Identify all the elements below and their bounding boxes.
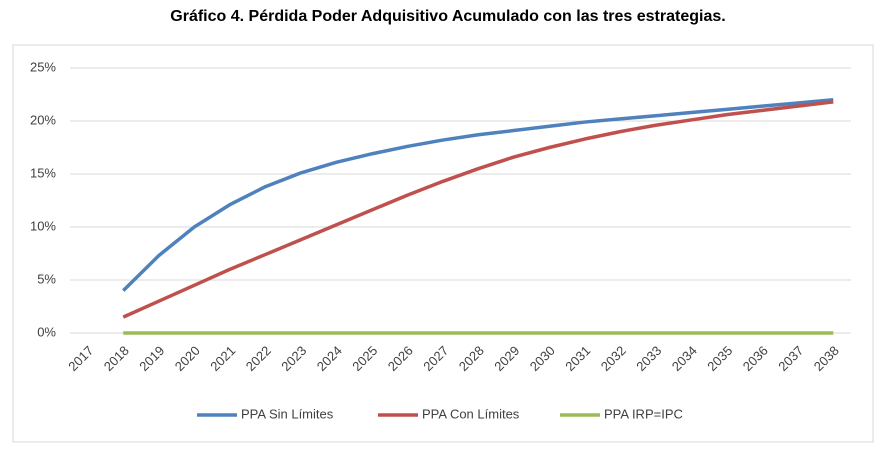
chart-border <box>12 44 874 443</box>
x-tick-label: 2026 <box>385 343 416 374</box>
y-tick-label: 5% <box>37 271 56 286</box>
x-tick-label: 2019 <box>136 343 167 374</box>
x-tick-label: 2029 <box>491 343 522 374</box>
chart-title: Gráfico 4. Pérdida Poder Adquisitivo Acu… <box>170 8 725 25</box>
x-tick-label: 2017 <box>65 343 96 374</box>
x-tick-label: 2027 <box>420 343 451 374</box>
x-tick-label: 2035 <box>704 343 735 374</box>
x-tick-label: 2020 <box>172 343 203 374</box>
x-tick-label: 2037 <box>775 343 806 374</box>
x-tick-label: 2022 <box>243 343 274 374</box>
x-tick-label: 2033 <box>633 343 664 374</box>
x-tick-label: 2021 <box>207 343 238 374</box>
x-tick-label: 2038 <box>811 343 842 374</box>
x-tick-label: 2025 <box>349 343 380 374</box>
x-tick-label: 2030 <box>527 343 558 374</box>
x-tick-label: 2023 <box>278 343 309 374</box>
legend-label: PPA Sin Límites <box>241 406 334 421</box>
x-tick-label: 2032 <box>598 343 629 374</box>
y-tick-label: 15% <box>30 165 56 180</box>
x-tick-label: 2036 <box>740 343 771 374</box>
y-tick-label: 25% <box>30 59 56 74</box>
series-line <box>122 98 834 292</box>
x-tick-label: 2034 <box>669 343 700 374</box>
y-tick-label: 0% <box>37 324 56 339</box>
x-tick-label: 2031 <box>562 343 593 374</box>
x-tick-label: 2028 <box>456 343 487 374</box>
x-tick-label: 2018 <box>101 343 132 374</box>
legend-label: PPA IRP=IPC <box>604 406 683 421</box>
x-tick-label: 2024 <box>314 343 345 374</box>
y-tick-label: 20% <box>30 112 56 127</box>
legend-label: PPA Con Límites <box>422 406 520 421</box>
y-tick-label: 10% <box>30 218 56 233</box>
series-line <box>122 100 834 319</box>
